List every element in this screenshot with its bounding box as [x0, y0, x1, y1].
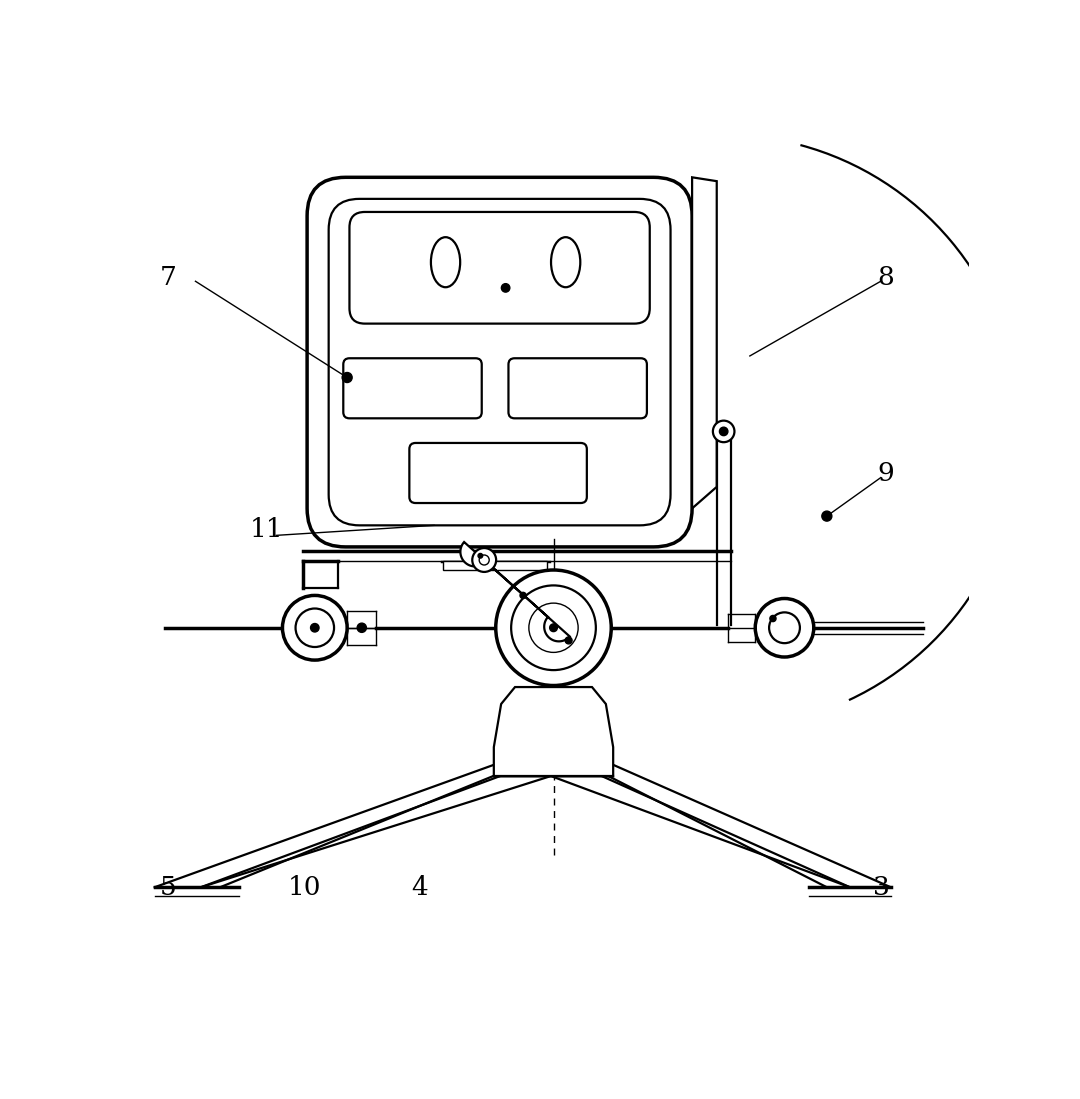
Circle shape: [496, 570, 611, 686]
Circle shape: [769, 612, 800, 643]
Circle shape: [311, 623, 319, 632]
Text: 8: 8: [877, 265, 893, 290]
Bar: [444, 560, 548, 570]
Circle shape: [822, 511, 832, 521]
Circle shape: [713, 421, 734, 442]
Text: 11: 11: [249, 518, 283, 543]
Circle shape: [550, 624, 557, 632]
FancyBboxPatch shape: [409, 443, 586, 503]
Text: 3: 3: [873, 875, 890, 900]
Circle shape: [480, 555, 489, 565]
Circle shape: [357, 623, 366, 632]
Text: 10: 10: [288, 875, 322, 900]
Text: 9: 9: [877, 462, 893, 486]
Circle shape: [478, 554, 483, 558]
Circle shape: [565, 637, 572, 644]
FancyBboxPatch shape: [328, 199, 671, 525]
Text: 7: 7: [159, 265, 176, 290]
Circle shape: [529, 603, 578, 653]
FancyBboxPatch shape: [350, 212, 650, 323]
FancyBboxPatch shape: [307, 177, 692, 547]
Circle shape: [296, 609, 334, 647]
Circle shape: [519, 592, 526, 599]
Circle shape: [511, 586, 596, 670]
Circle shape: [501, 284, 510, 292]
FancyBboxPatch shape: [509, 358, 647, 419]
FancyBboxPatch shape: [343, 358, 482, 419]
Polygon shape: [692, 177, 717, 509]
Polygon shape: [460, 542, 570, 642]
Circle shape: [719, 428, 728, 435]
Circle shape: [755, 599, 813, 657]
Circle shape: [342, 373, 352, 382]
Text: 4: 4: [411, 875, 428, 900]
Circle shape: [472, 548, 496, 571]
Circle shape: [283, 596, 347, 660]
Circle shape: [770, 615, 777, 622]
Polygon shape: [494, 687, 613, 776]
Text: 5: 5: [159, 875, 176, 900]
